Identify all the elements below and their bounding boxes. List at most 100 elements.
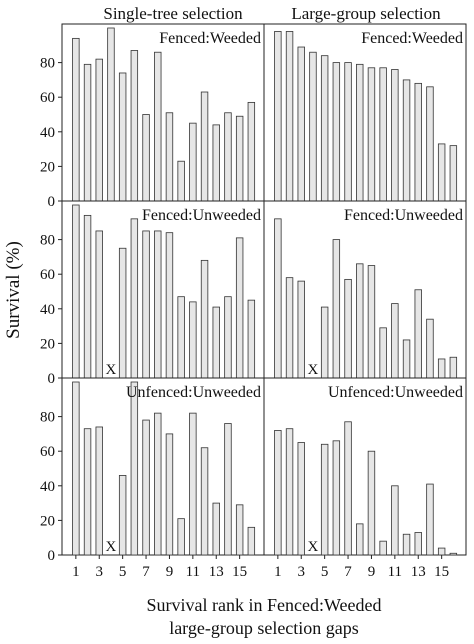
x-tick-label: 13 [209, 564, 224, 580]
chart-panel-1: Fenced:Weeded [263, 23, 467, 202]
bar [154, 51, 162, 202]
y-tick-label: 20 [40, 159, 55, 175]
bar [118, 72, 127, 202]
bar [274, 31, 282, 202]
bar [285, 31, 294, 202]
panel-treatment-label: Fenced:Unweeded [142, 207, 261, 224]
bar [154, 412, 162, 556]
bar [72, 204, 80, 379]
bar [391, 485, 399, 556]
x-tick-label: 11 [186, 564, 200, 580]
y-tick-label: 0 [48, 371, 56, 387]
bar [72, 381, 80, 556]
x-tick-label: 5 [321, 564, 329, 580]
bar [118, 475, 127, 556]
bar [437, 547, 446, 556]
bar [142, 114, 150, 202]
column-title-large-group: Large-group selection [291, 4, 441, 23]
bar [426, 86, 434, 202]
x-tick-label: 15 [434, 564, 449, 580]
bar [212, 124, 220, 202]
panel-frame [61, 23, 265, 202]
bar [379, 67, 387, 202]
bar [332, 440, 341, 556]
bar [118, 247, 127, 379]
bar [391, 303, 399, 379]
bar [391, 69, 399, 202]
panel-frame [263, 200, 467, 379]
panel-treatment-label: Unfenced:Unweeded [328, 384, 463, 401]
bar [165, 232, 174, 379]
bar [297, 280, 305, 379]
bar [83, 428, 92, 556]
bar [437, 358, 446, 379]
bar [356, 523, 364, 556]
y-tick-label: 80 [40, 233, 55, 249]
bar [332, 239, 341, 379]
bar [130, 218, 139, 379]
x-tick-label: 1 [72, 564, 80, 580]
x-tick-label: 13 [411, 564, 426, 580]
y-tick-label: 20 [40, 513, 55, 529]
x-tick-label: 3 [96, 564, 104, 580]
bar [320, 55, 329, 202]
bar [449, 145, 458, 202]
bar [224, 423, 232, 556]
x-tick-label: 9 [368, 564, 376, 580]
bar [189, 301, 197, 379]
bar [83, 63, 92, 202]
bar [297, 46, 305, 202]
y-tick-label: 60 [40, 444, 55, 460]
bar [72, 37, 80, 202]
bar [320, 443, 329, 556]
bar [142, 230, 150, 379]
bar [177, 518, 185, 556]
x-tick-label: 15 [232, 564, 247, 580]
bar [285, 428, 294, 556]
panel-frame [263, 23, 467, 202]
bar [235, 504, 244, 556]
x-tick-label: 7 [142, 564, 150, 580]
bar [379, 327, 387, 379]
x-axis-label-line1: Survival rank in Fenced:Weeded [147, 595, 382, 615]
chart-panels: Fenced:Weeded 0 20 40 60 80 Fenced:Weeded X Fenc… [40, 23, 467, 580]
bar [344, 421, 352, 556]
y-tick-label: 80 [40, 56, 55, 72]
bar [83, 214, 92, 379]
panel-frame [61, 377, 265, 556]
bar [356, 263, 364, 379]
x-axis-label-line2: large-group selection gaps [169, 618, 359, 638]
bar [402, 339, 411, 379]
column-title-single-tree: Single-tree selection [103, 4, 243, 23]
x-tick-label: 7 [344, 564, 352, 580]
chart-panel-0: Fenced:Weeded 0 20 40 60 80 [40, 23, 265, 210]
bar [247, 299, 256, 379]
bar [414, 532, 422, 556]
bar [235, 115, 244, 202]
bar [449, 356, 458, 379]
bar [367, 450, 376, 556]
bar [309, 51, 317, 202]
bar [95, 426, 103, 556]
y-axis-label: Survival (%) [3, 241, 24, 339]
panel-treatment-label: Fenced:Unweeded [344, 207, 463, 224]
chart-panel-3: X Fenced:Unweeded [263, 200, 467, 379]
bar [200, 259, 209, 379]
panel-treatment-label: Fenced:Weeded [361, 30, 463, 47]
bar [379, 540, 387, 556]
panel-treatment-label: Unfenced:Unweeded [126, 384, 261, 401]
bar [154, 230, 162, 379]
bar [212, 306, 220, 379]
bar [247, 526, 256, 556]
bar [426, 318, 434, 379]
x-tick-label: 9 [166, 564, 174, 580]
y-tick-label: 40 [40, 302, 55, 318]
bar [426, 483, 434, 556]
missing-marker: X [106, 362, 117, 378]
bar [95, 58, 103, 202]
y-tick-label: 20 [40, 336, 55, 352]
bar [165, 433, 174, 556]
y-tick-label: 60 [40, 267, 55, 283]
